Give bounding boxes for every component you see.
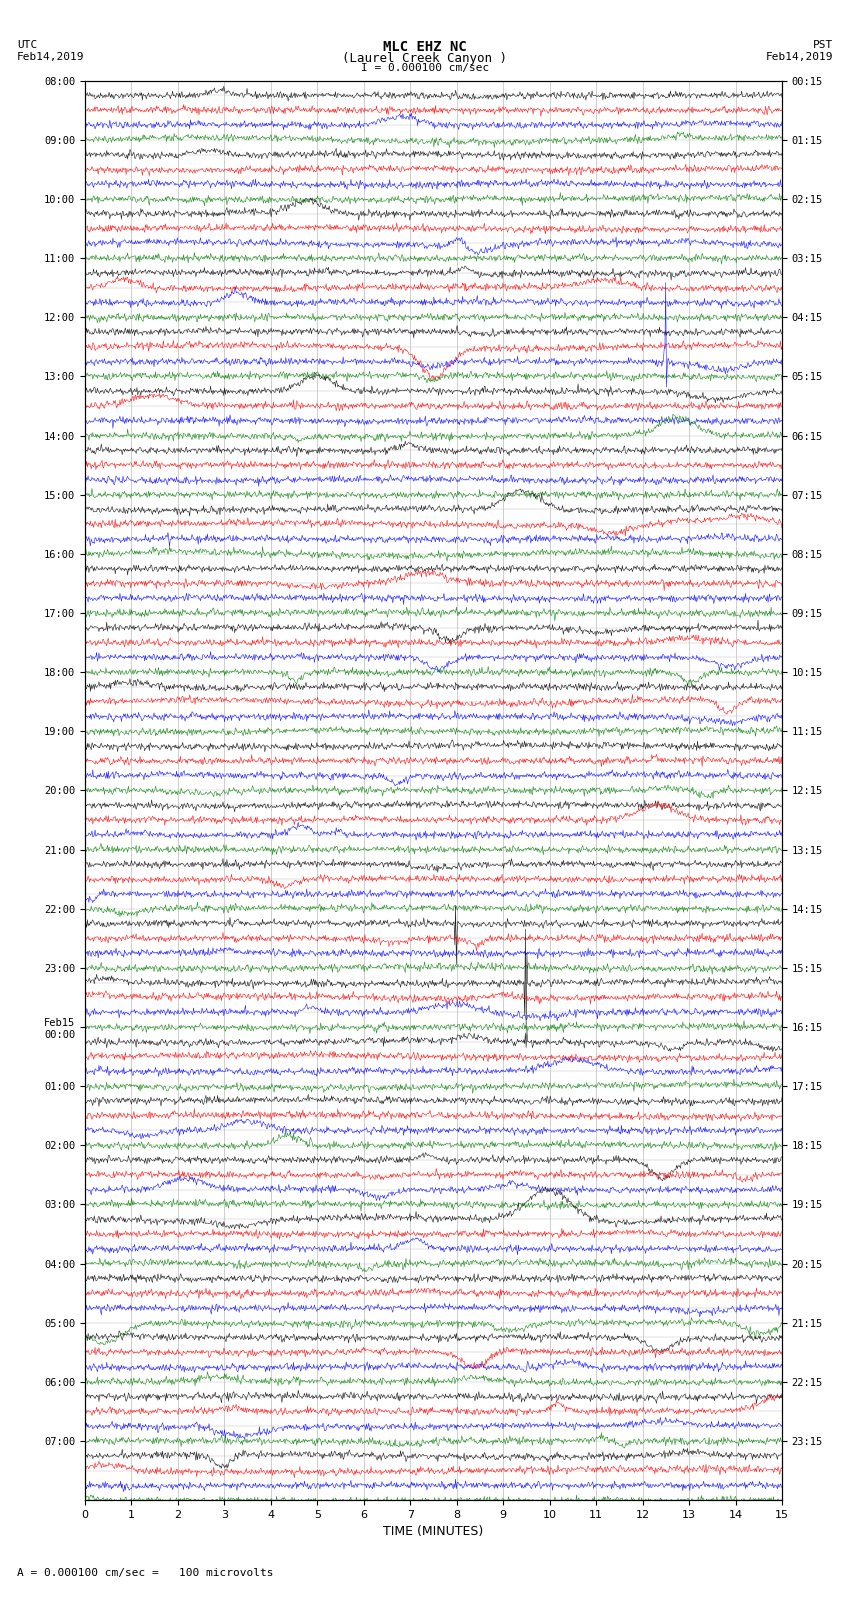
Text: I = 0.000100 cm/sec: I = 0.000100 cm/sec [361, 63, 489, 73]
Text: MLC EHZ NC: MLC EHZ NC [383, 40, 467, 55]
Text: (Laurel Creek Canyon ): (Laurel Creek Canyon ) [343, 52, 507, 65]
Text: UTC
Feb14,2019: UTC Feb14,2019 [17, 40, 84, 61]
Text: PST
Feb14,2019: PST Feb14,2019 [766, 40, 833, 61]
Text: A: A [17, 1568, 24, 1578]
Text: = 0.000100 cm/sec =   100 microvolts: = 0.000100 cm/sec = 100 microvolts [17, 1568, 274, 1578]
X-axis label: TIME (MINUTES): TIME (MINUTES) [383, 1526, 484, 1539]
